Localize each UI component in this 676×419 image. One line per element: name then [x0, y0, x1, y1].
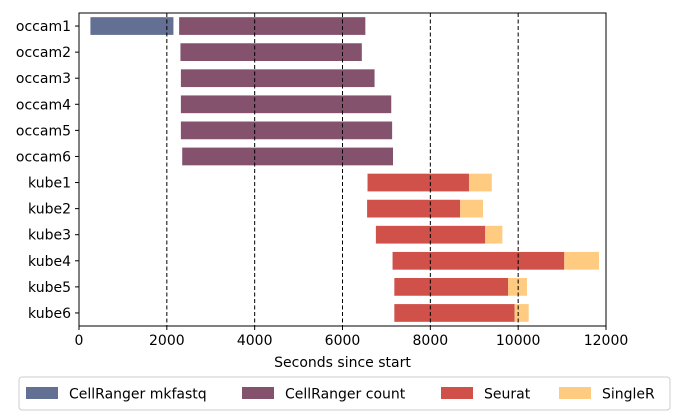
x-tick-label: 0 [75, 333, 84, 349]
y-tick-label: occam6 [16, 149, 71, 165]
bar-singler-kube1 [468, 173, 492, 192]
x-tick-label: 4000 [237, 333, 273, 349]
y-tick-label: kube5 [28, 280, 71, 296]
plot-area [78, 12, 607, 327]
legend-label-singler: SingleR [602, 387, 655, 403]
x-axis-label: Seconds since start [274, 355, 411, 371]
reference-lines [166, 13, 519, 326]
legend-frame [18, 376, 671, 411]
bar-seurat-kube4 [392, 251, 565, 270]
legend-swatch-cellranger-count [242, 387, 274, 399]
y-tick-label: kube1 [28, 176, 71, 192]
y-tick-label: kube6 [28, 306, 71, 322]
bar-cellranger-count-occam5 [180, 121, 393, 140]
legend: CellRanger mkfastq CellRanger count Seurat… [18, 376, 671, 411]
x-tick-label: 2000 [149, 333, 185, 349]
x-tick-label: 12000 [584, 333, 629, 349]
bar-singler-kube4 [564, 251, 599, 270]
y-tick-label: kube3 [28, 228, 71, 244]
y-tick-label: kube4 [28, 254, 71, 270]
y-tick-label: occam2 [16, 45, 71, 61]
bar-cellranger-count-occam1 [179, 17, 366, 35]
legend-label-seurat: Seurat [484, 387, 531, 403]
legend-swatch-cellranger-mkfastq [26, 387, 58, 399]
bar-cellranger-mkfastq-occam1 [90, 17, 174, 35]
bar-seurat-kube2 [367, 199, 461, 218]
y-tick-label: occam4 [16, 97, 71, 113]
y-tick-label: occam1 [16, 19, 71, 35]
bars-layer [90, 17, 599, 322]
bar-singler-kube5 [508, 278, 527, 296]
y-axis: occam1 occam2 occam3 occam4 occam5 occam6 kube… [16, 19, 79, 322]
bar-cellranger-count-occam4 [180, 95, 392, 114]
x-tick-label: 6000 [325, 333, 361, 349]
bar-seurat-kube6 [394, 304, 515, 322]
x-tick-label: 10000 [496, 333, 541, 349]
bar-singler-kube3 [485, 225, 503, 244]
x-tick-label: 8000 [413, 333, 449, 349]
y-tick-label: occam5 [16, 123, 71, 139]
bar-cellranger-count-occam2 [180, 43, 362, 61]
bar-cellranger-count-occam3 [180, 69, 375, 88]
x-axis: 0 2000 4000 6000 8000 10000 12000 [75, 326, 629, 349]
y-tick-label: occam3 [16, 71, 71, 87]
legend-label-cellranger-mkfastq: CellRanger mkfastq [69, 387, 207, 403]
legend-label-cellranger-count: CellRanger count [285, 387, 406, 403]
bar-singler-kube6 [514, 304, 529, 322]
bar-cellranger-count-occam6 [182, 147, 394, 166]
y-tick-label: kube2 [28, 202, 71, 218]
bar-seurat-kube5 [394, 278, 509, 296]
bar-singler-kube2 [460, 199, 484, 218]
legend-swatch-singler [559, 387, 591, 399]
bar-seurat-kube1 [367, 173, 469, 192]
legend-swatch-seurat [441, 387, 473, 399]
